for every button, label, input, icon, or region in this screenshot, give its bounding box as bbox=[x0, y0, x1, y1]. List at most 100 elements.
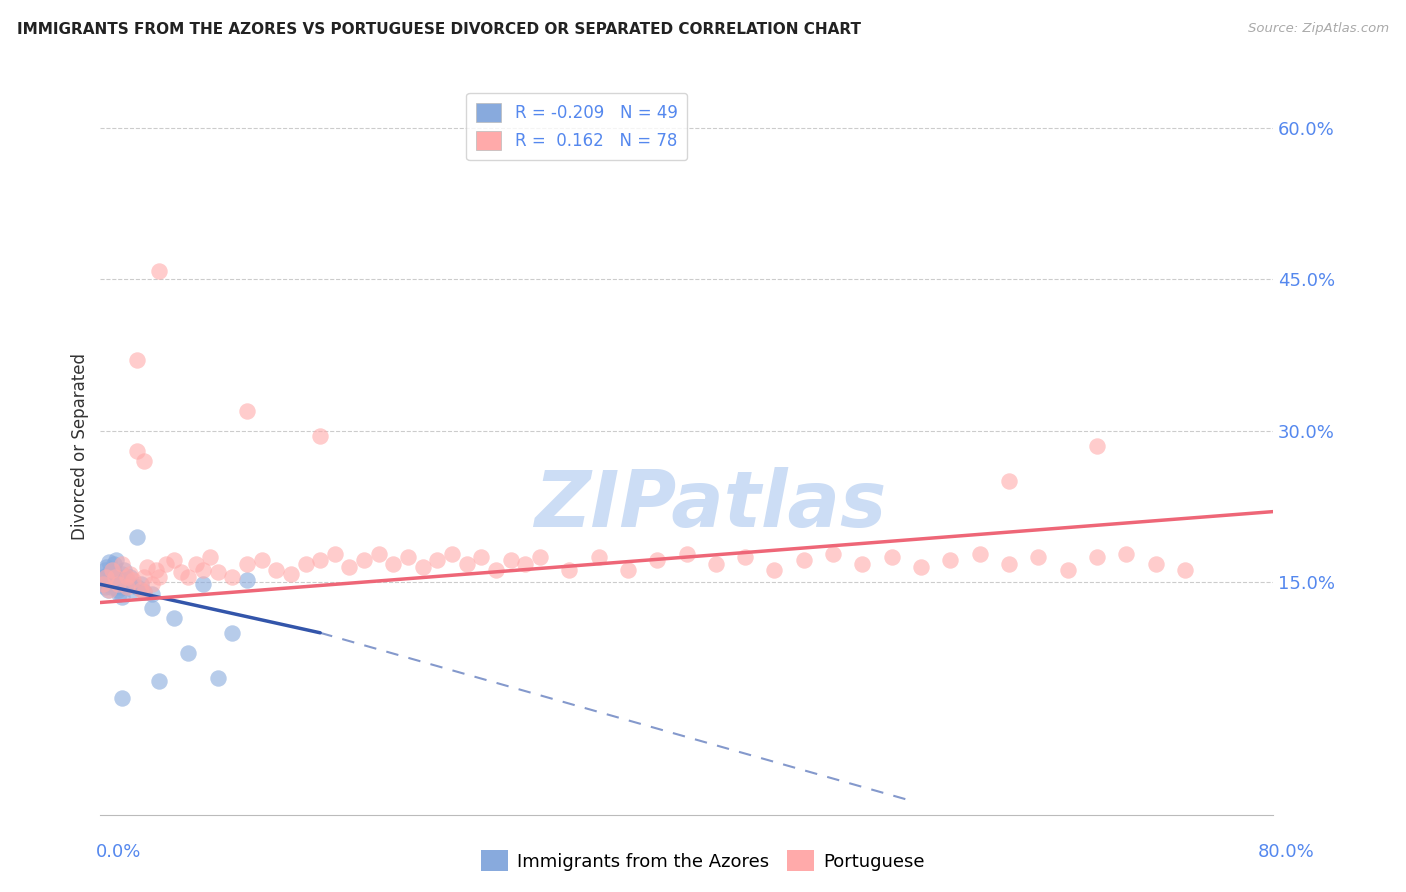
Text: Source: ZipAtlas.com: Source: ZipAtlas.com bbox=[1249, 22, 1389, 36]
Point bbox=[111, 557, 134, 571]
Point bbox=[221, 625, 243, 640]
Point bbox=[103, 570, 125, 584]
Point bbox=[98, 555, 121, 569]
Point bbox=[110, 574, 132, 588]
Point bbox=[100, 570, 122, 584]
Point bbox=[101, 566, 124, 580]
Point bbox=[148, 570, 170, 584]
Point bbox=[118, 567, 141, 582]
Point bbox=[155, 557, 177, 571]
Point bbox=[675, 547, 697, 561]
Point bbox=[141, 600, 163, 615]
Point bbox=[134, 585, 156, 599]
Point bbox=[103, 557, 125, 571]
Point bbox=[441, 547, 464, 561]
Point bbox=[118, 570, 141, 584]
Point bbox=[763, 563, 786, 577]
Point bbox=[558, 563, 581, 577]
Point bbox=[145, 563, 167, 577]
Point bbox=[280, 567, 302, 582]
Point bbox=[339, 560, 361, 574]
Point bbox=[101, 575, 124, 590]
Point bbox=[121, 583, 143, 598]
Point bbox=[125, 444, 148, 458]
Point bbox=[353, 553, 375, 567]
Point bbox=[148, 264, 170, 278]
Point bbox=[115, 574, 138, 588]
Text: 0.0%: 0.0% bbox=[96, 843, 141, 861]
Point bbox=[108, 587, 131, 601]
Point bbox=[1085, 550, 1108, 565]
Point bbox=[250, 553, 273, 567]
Text: IMMIGRANTS FROM THE AZORES VS PORTUGUESE DIVORCED OR SEPARATED CORRELATION CHART: IMMIGRANTS FROM THE AZORES VS PORTUGUESE… bbox=[17, 22, 860, 37]
Point bbox=[1026, 550, 1049, 565]
Point bbox=[264, 563, 287, 577]
Point bbox=[499, 553, 522, 567]
Point bbox=[470, 550, 492, 565]
Point bbox=[112, 563, 135, 577]
Point bbox=[107, 577, 129, 591]
Point bbox=[396, 550, 419, 565]
Point bbox=[851, 557, 873, 571]
Text: 80.0%: 80.0% bbox=[1258, 843, 1315, 861]
Point bbox=[207, 566, 229, 580]
Point bbox=[485, 563, 508, 577]
Point bbox=[125, 353, 148, 368]
Point bbox=[96, 570, 118, 584]
Point bbox=[131, 577, 153, 591]
Point bbox=[104, 567, 127, 582]
Point bbox=[200, 550, 222, 565]
Point bbox=[426, 553, 449, 567]
Point bbox=[97, 567, 120, 582]
Point bbox=[1085, 439, 1108, 453]
Point bbox=[115, 580, 138, 594]
Legend: R = -0.209   N = 49, R =  0.162   N = 78: R = -0.209 N = 49, R = 0.162 N = 78 bbox=[467, 93, 688, 160]
Point bbox=[162, 553, 184, 567]
Point bbox=[111, 691, 134, 706]
Point bbox=[134, 454, 156, 468]
Point bbox=[105, 577, 128, 591]
Point bbox=[90, 577, 112, 591]
Point bbox=[704, 557, 727, 571]
Point bbox=[1056, 563, 1078, 577]
Point bbox=[91, 570, 114, 584]
Point bbox=[136, 560, 159, 574]
Point bbox=[191, 563, 214, 577]
Point bbox=[105, 553, 128, 567]
Point bbox=[1144, 557, 1167, 571]
Text: ZIPatlas: ZIPatlas bbox=[534, 467, 886, 543]
Point bbox=[177, 570, 200, 584]
Point bbox=[108, 577, 131, 591]
Point bbox=[793, 553, 815, 567]
Point bbox=[96, 560, 118, 574]
Point bbox=[110, 580, 132, 594]
Point bbox=[910, 560, 932, 574]
Point bbox=[100, 580, 122, 594]
Point bbox=[236, 403, 259, 417]
Point bbox=[734, 550, 756, 565]
Point bbox=[121, 574, 143, 588]
Point bbox=[104, 580, 127, 594]
Point bbox=[131, 583, 153, 598]
Point bbox=[91, 577, 114, 591]
Y-axis label: Divorced or Separated: Divorced or Separated bbox=[72, 352, 89, 540]
Point bbox=[94, 563, 117, 577]
Point bbox=[367, 547, 389, 561]
Point bbox=[382, 557, 405, 571]
Point bbox=[125, 530, 148, 544]
Point bbox=[294, 557, 316, 571]
Point bbox=[96, 575, 118, 590]
Point bbox=[998, 557, 1021, 571]
Point bbox=[645, 553, 668, 567]
Point bbox=[1174, 563, 1197, 577]
Point bbox=[969, 547, 991, 561]
Point bbox=[588, 550, 610, 565]
Point bbox=[515, 557, 537, 571]
Point bbox=[98, 577, 121, 591]
Point bbox=[111, 567, 134, 582]
Point bbox=[114, 580, 136, 594]
Point bbox=[97, 583, 120, 598]
Point bbox=[177, 646, 200, 660]
Point bbox=[191, 577, 214, 591]
Point bbox=[207, 671, 229, 685]
